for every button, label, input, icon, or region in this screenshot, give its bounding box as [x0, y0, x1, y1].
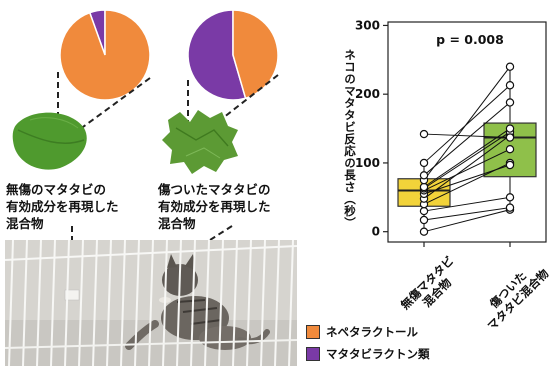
data-point-intact [419, 206, 429, 216]
data-point-intact [419, 171, 429, 180]
data-point-intact [419, 215, 429, 225]
paired-line [423, 148, 511, 191]
data-point-damaged [505, 144, 515, 154]
data-point-intact [419, 194, 429, 203]
paired-line [423, 84, 511, 164]
legend: ネペタラクトール マタタビラクトン類 [306, 324, 430, 362]
damaged-leaf-image [162, 110, 238, 174]
p-value-annotation: p = 0.008 [436, 32, 504, 47]
dashed-label-lines [71, 225, 233, 240]
data-point-intact [419, 186, 429, 195]
paired-line [423, 207, 511, 221]
data-point-intact [419, 227, 429, 236]
cat-in-cage-image [5, 240, 297, 366]
y-tick-label: 0 [372, 225, 380, 239]
data-point-damaged [505, 160, 515, 170]
paired-line [423, 102, 511, 176]
data-point-damaged [505, 127, 515, 137]
y-tick-label: 300 [355, 18, 380, 32]
data-point-intact [419, 129, 429, 139]
data-point-intact [419, 182, 429, 192]
paired-line [423, 133, 511, 138]
illustration-panel: 無傷のマタタビの 有効成分を再現した 混合物 傷ついたマタタビの 有効成分を再現… [5, 9, 297, 366]
legend-item-matatabilactones: マタタビラクトン類 [306, 346, 430, 362]
cat-cage-photo [5, 240, 297, 366]
data-point-damaged [505, 98, 515, 107]
paired-line [423, 66, 511, 181]
data-point-damaged [505, 193, 515, 202]
plot-frame [387, 21, 547, 243]
data-point-damaged [505, 205, 515, 214]
pie-slice-damaged-nepetalactol [232, 9, 279, 100]
data-point-intact [419, 189, 429, 199]
data-point-damaged [505, 158, 515, 168]
data-point-intact [419, 175, 429, 185]
y-axis-label: ネコのマタタビ反応の長さ（秒） [343, 49, 357, 229]
y-tick-label: 200 [355, 87, 380, 101]
damaged-mixture-label: 傷ついたマタタビの 有効成分を再現した 混合物 [158, 182, 271, 231]
legend-label-matatabilactones: マタタビラクトン類 [326, 347, 430, 361]
data-point-intact [419, 158, 429, 168]
legend-swatch-nepetalactol [306, 325, 320, 339]
box-iqr [483, 122, 537, 178]
data-point-intact [419, 184, 429, 193]
x-tick-label-intact: 無傷マタタビ 混合物 [397, 253, 457, 313]
data-point-damaged [505, 203, 515, 212]
data-point-damaged [505, 124, 515, 133]
intact-leaf-image [12, 112, 87, 170]
paired-line [423, 128, 511, 188]
pie-leaf-illustration [12, 9, 279, 240]
pie-chart-intact [59, 9, 151, 101]
data-point-damaged [505, 81, 515, 90]
pie-slice-damaged-matatabilactones [187, 9, 247, 101]
paired-line [423, 209, 511, 233]
pie-chart-damaged [187, 9, 279, 101]
y-tick-label: 100 [355, 156, 380, 170]
data-point-damaged [505, 131, 515, 140]
data-point-intact [419, 199, 429, 209]
legend-swatch-matatabilactones [306, 347, 320, 361]
intact-mixture-label: 無傷のマタタビの 有効成分を再現した 混合物 [6, 182, 119, 231]
data-point-damaged [505, 62, 515, 71]
paired-line [423, 135, 511, 200]
legend-item-nepetalactol: ネペタラクトール [306, 324, 430, 340]
paired-line [423, 196, 511, 212]
legend-label-nepetalactol: ネペタラクトール [326, 325, 418, 339]
paired-line [423, 162, 511, 205]
box-iqr [397, 178, 451, 207]
paired-line [423, 131, 511, 189]
pie-slice-intact-nepetalactol [59, 9, 151, 101]
data-point-damaged [505, 133, 515, 142]
x-tick-label-damaged: 傷ついた マタタビ混合物 [484, 266, 552, 334]
paired-line [423, 164, 511, 195]
